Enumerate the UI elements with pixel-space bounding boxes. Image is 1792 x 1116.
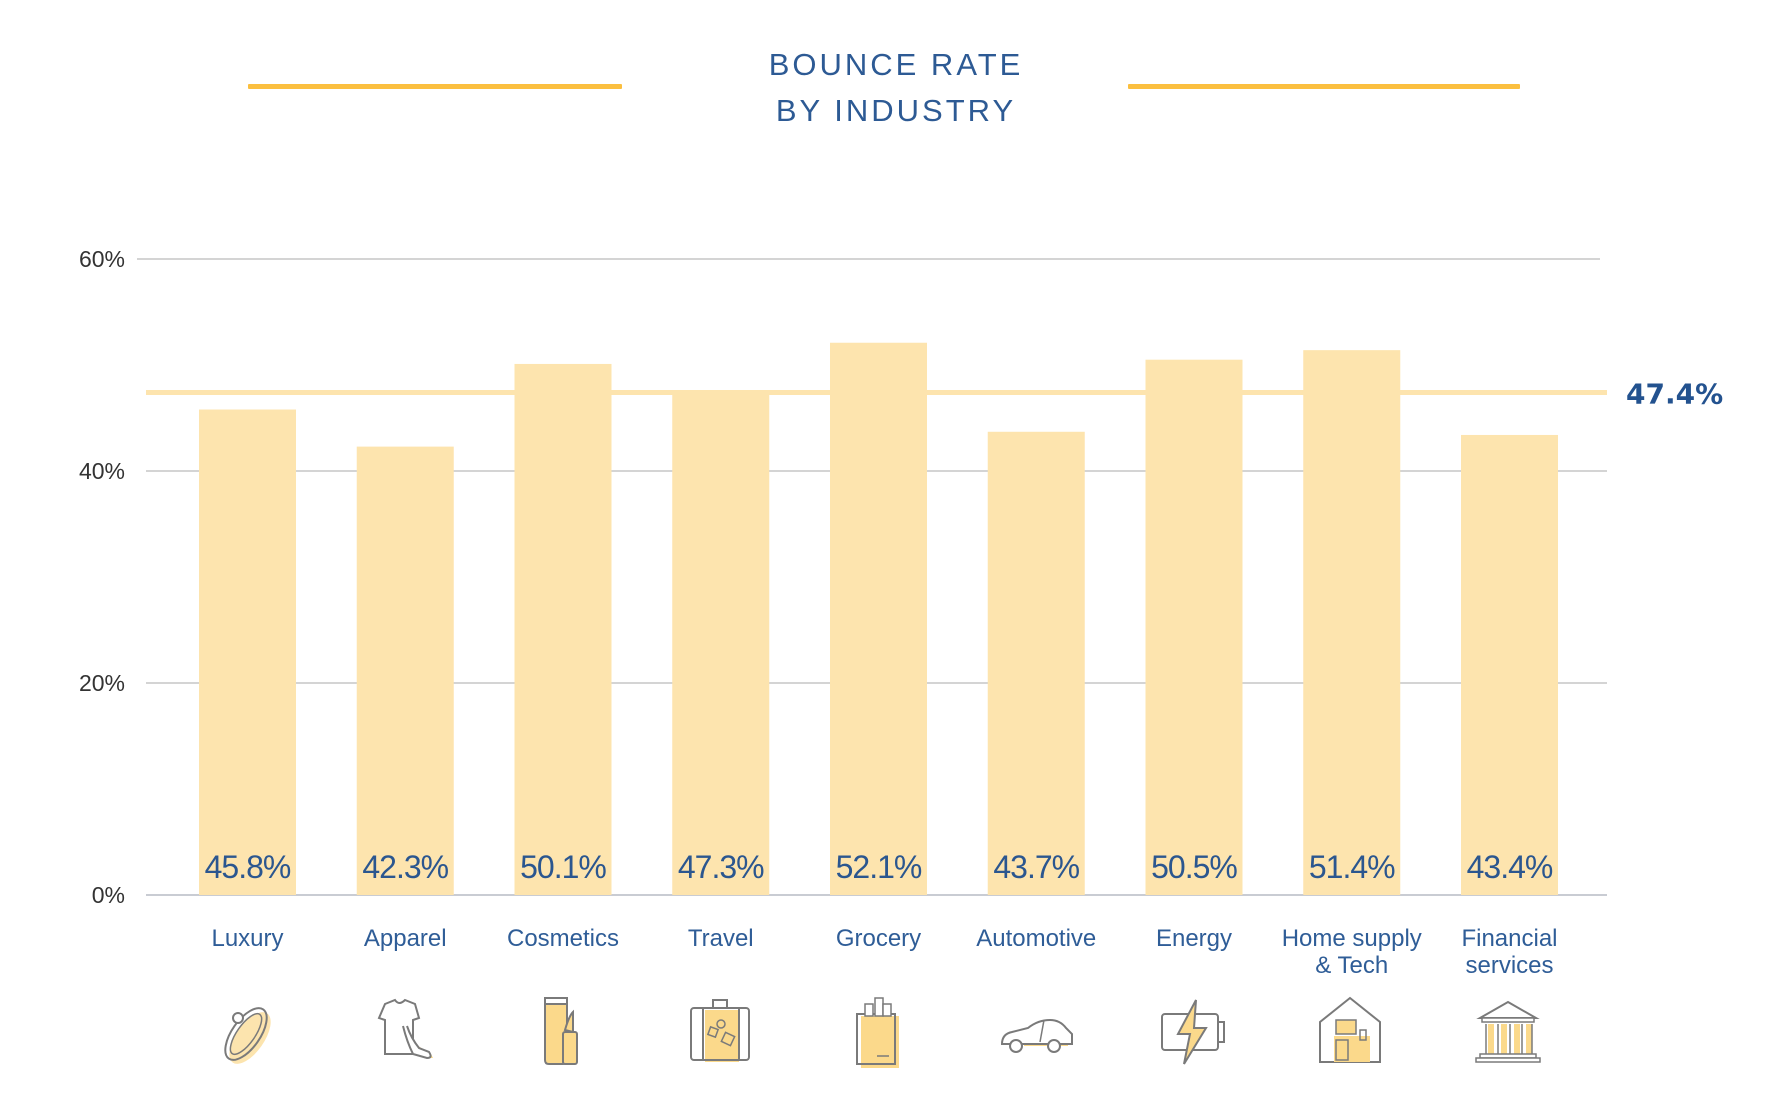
category-label: Energy (1156, 925, 1232, 952)
category-label-line: Financial (1461, 925, 1557, 952)
home-tech-icon (1310, 990, 1394, 1074)
value-labels: 45.8% 42.3% 50.1% 47.3% 52.1% 43.7% 50.5% 51.4%… (205, 849, 1554, 885)
value-label: 51.4% (1309, 849, 1395, 885)
value-label: 50.5% (1151, 849, 1237, 885)
chart-title-line-1: BOUNCE RATE (768, 47, 1024, 82)
y-tick-label: 0% (92, 882, 125, 908)
category-label-line: Grocery (836, 925, 921, 952)
value-label: 52.1% (836, 849, 922, 885)
value-label: 47.3% (678, 849, 764, 885)
y-tick-label: 60% (79, 246, 125, 272)
category-label-line: Home supply (1282, 925, 1422, 952)
category-label: Luxury (211, 925, 283, 952)
category-label-line: & Tech (1315, 952, 1388, 979)
category-label-line: Energy (1156, 925, 1232, 952)
apparel-icon (363, 990, 447, 1074)
bar-automotive (987, 431, 1085, 895)
category-label-line: Apparel (364, 925, 447, 952)
category-label-line: Luxury (211, 925, 283, 952)
value-label: 42.3% (362, 849, 448, 885)
bar-luxury (199, 409, 296, 895)
chart-title-line-2: BY INDUSTRY (775, 93, 1017, 128)
cosmetics-icon (521, 990, 605, 1074)
y-axis-ticks: 0% 20% 40% 60% (79, 246, 125, 908)
bar-apparel (356, 446, 454, 895)
category-label: Financial services (1461, 925, 1557, 979)
category-label: Cosmetics (507, 925, 619, 952)
bar-energy (1145, 359, 1243, 895)
category-label: Grocery (836, 925, 921, 952)
category-label-line: services (1465, 952, 1553, 979)
category-label: Travel (688, 925, 754, 952)
category-label: Home supply & Tech (1282, 925, 1422, 979)
grocery-bag-icon (837, 990, 921, 1074)
bar-home-supply-tech (1303, 350, 1401, 895)
bar-financial-services (1461, 434, 1558, 895)
value-label: 50.1% (520, 849, 606, 885)
bar-travel (672, 393, 770, 895)
category-label-line: Automotive (976, 925, 1096, 952)
bars (199, 342, 1558, 895)
title-accent-line-left (248, 84, 622, 89)
value-label: 45.8% (205, 849, 291, 885)
average-label: 47.4% (1626, 378, 1723, 411)
ring-icon (206, 990, 290, 1074)
car-icon (994, 990, 1078, 1074)
y-tick-label: 40% (79, 458, 125, 484)
suitcase-icon (679, 990, 763, 1074)
title-accent-line-right (1128, 84, 1520, 89)
bar-grocery (830, 342, 927, 895)
category-label-line: Cosmetics (507, 925, 619, 952)
category-label: Automotive (976, 925, 1096, 952)
battery-icon (1152, 990, 1236, 1074)
chart-title: BOUNCE RATE BY INDUSTRY (646, 42, 1146, 134)
value-label: 43.7% (993, 849, 1079, 885)
y-tick-label: 20% (79, 670, 125, 696)
category-label-line: Travel (688, 925, 754, 952)
value-label: 43.4% (1467, 849, 1553, 885)
category-labels: Luxury Apparel Cosmetics Travel Grocery Autom… (211, 925, 1557, 979)
category-label: Apparel (364, 925, 447, 952)
bar-cosmetics (514, 363, 612, 895)
bank-icon (1468, 990, 1552, 1074)
